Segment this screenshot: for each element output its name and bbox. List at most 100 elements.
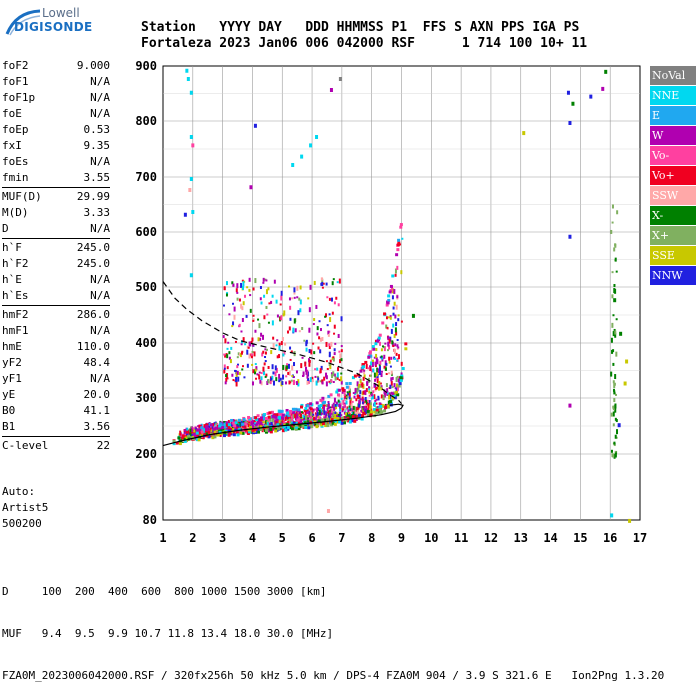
echo-point bbox=[397, 314, 400, 317]
echo-point bbox=[288, 297, 291, 301]
echo-point bbox=[300, 411, 303, 414]
echo-point bbox=[292, 327, 295, 333]
echo-point bbox=[319, 405, 322, 411]
trace-point bbox=[340, 421, 344, 425]
echo-point bbox=[251, 350, 254, 353]
echo-point bbox=[368, 386, 371, 391]
echo-point bbox=[247, 424, 250, 428]
echo-point bbox=[238, 372, 241, 376]
echo-point bbox=[246, 424, 249, 430]
param-label: fmin bbox=[2, 171, 29, 184]
echo-point bbox=[281, 420, 284, 423]
echo-point bbox=[232, 379, 235, 382]
trace-point bbox=[317, 404, 321, 408]
echo-point bbox=[241, 368, 244, 371]
trace-point bbox=[264, 417, 268, 421]
echo-point bbox=[262, 350, 265, 354]
echo-point bbox=[310, 349, 313, 355]
echo-point bbox=[183, 429, 186, 432]
echo-point bbox=[193, 429, 196, 433]
echo-point bbox=[254, 369, 257, 375]
echo-point bbox=[366, 380, 369, 385]
trace-point bbox=[198, 431, 202, 435]
echo-point bbox=[371, 362, 374, 368]
echo-point bbox=[365, 405, 368, 408]
echo-point bbox=[293, 287, 296, 293]
echo-point bbox=[216, 427, 219, 433]
echo-point bbox=[390, 328, 393, 334]
echo-point bbox=[612, 411, 615, 417]
echo-point bbox=[287, 363, 290, 369]
echo-point bbox=[278, 354, 281, 359]
param-value: 0.53 bbox=[83, 123, 111, 136]
echo-point bbox=[386, 326, 389, 329]
echo-point bbox=[263, 294, 266, 298]
echo-point bbox=[316, 380, 319, 383]
trace-point bbox=[285, 408, 289, 412]
echo-point bbox=[394, 357, 397, 360]
param-value: 3.33 bbox=[83, 206, 111, 219]
echo-point bbox=[259, 337, 262, 341]
outlier-point bbox=[610, 513, 614, 518]
echo-point bbox=[296, 417, 299, 422]
echo-point bbox=[333, 301, 336, 305]
outlier-point bbox=[566, 90, 570, 95]
echo-point bbox=[348, 405, 351, 411]
echo-point bbox=[327, 401, 330, 404]
param-label: hmF1 bbox=[2, 324, 29, 337]
echo-point bbox=[246, 349, 249, 355]
trace-point bbox=[362, 365, 366, 369]
trace-point bbox=[320, 423, 324, 427]
trace-point bbox=[320, 421, 324, 425]
echo-point bbox=[251, 337, 254, 342]
echo-point bbox=[188, 429, 191, 435]
echo-point bbox=[344, 398, 347, 401]
echo-point bbox=[269, 422, 272, 425]
echo-point bbox=[362, 376, 365, 381]
echo-point bbox=[334, 342, 337, 345]
echo-point bbox=[312, 408, 315, 412]
echo-point bbox=[337, 333, 340, 338]
echo-point bbox=[275, 299, 278, 304]
echo-point bbox=[240, 421, 243, 425]
echo-point bbox=[297, 310, 300, 316]
echo-point bbox=[267, 321, 270, 324]
echo-point bbox=[291, 297, 294, 300]
outlier-point bbox=[601, 86, 605, 91]
echo-point bbox=[394, 343, 397, 347]
echo-point bbox=[395, 377, 398, 383]
trace-point bbox=[252, 431, 256, 435]
param-value: 9.35 bbox=[83, 139, 111, 152]
echo-point bbox=[257, 418, 260, 424]
outlier-point bbox=[309, 143, 313, 148]
echo-point bbox=[309, 413, 312, 419]
echo-point bbox=[317, 346, 320, 350]
echo-point bbox=[327, 330, 330, 335]
echo-point bbox=[388, 360, 391, 364]
echo-point bbox=[330, 297, 333, 302]
echo-point bbox=[265, 373, 268, 377]
echo-point bbox=[400, 320, 403, 323]
echo-point bbox=[389, 316, 392, 320]
echo-point bbox=[328, 406, 331, 409]
echo-point bbox=[352, 411, 355, 417]
echo-point bbox=[316, 416, 319, 421]
echo-point bbox=[268, 302, 271, 305]
echo-point bbox=[383, 392, 386, 398]
trace-point bbox=[317, 419, 321, 423]
echo-point bbox=[390, 391, 393, 395]
echo-point bbox=[291, 414, 294, 420]
trace-point bbox=[205, 434, 209, 438]
trace-point bbox=[394, 390, 398, 394]
echo-point bbox=[383, 354, 386, 359]
echo-point bbox=[361, 382, 364, 388]
echo-point bbox=[396, 265, 399, 270]
outlier-point bbox=[300, 154, 304, 159]
echo-point bbox=[257, 374, 260, 377]
echo-point bbox=[385, 324, 388, 329]
trace-point bbox=[333, 416, 337, 420]
x-tick-label: 3 bbox=[219, 531, 226, 545]
echo-point bbox=[392, 323, 395, 328]
echo-point bbox=[393, 349, 396, 355]
echo-point bbox=[254, 368, 257, 372]
